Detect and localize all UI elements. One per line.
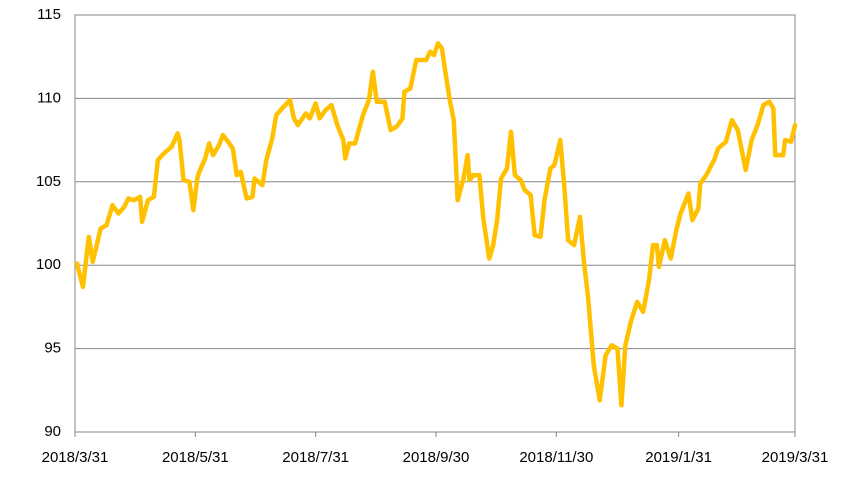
x-tick-label: 2018/11/30 xyxy=(519,449,593,466)
y-tick-label: 115 xyxy=(37,6,61,23)
data-line xyxy=(74,41,798,408)
y-tick-label: 105 xyxy=(36,173,61,190)
x-tick-label: 2018/9/30 xyxy=(403,449,470,466)
y-tick-label: 95 xyxy=(44,340,61,357)
x-tick-label: 2019/1/31 xyxy=(645,449,712,466)
y-tick-label: 110 xyxy=(37,89,61,106)
x-tick-label: 2018/7/31 xyxy=(282,449,349,466)
x-tick-label: 2018/3/31 xyxy=(42,449,109,466)
x-tick-label: 2019/3/31 xyxy=(762,449,829,466)
y-tick-label: 90 xyxy=(44,423,61,440)
y-tick-label: 100 xyxy=(36,256,61,273)
x-tick-label: 2018/5/31 xyxy=(162,449,229,466)
plot-frame xyxy=(74,14,796,433)
